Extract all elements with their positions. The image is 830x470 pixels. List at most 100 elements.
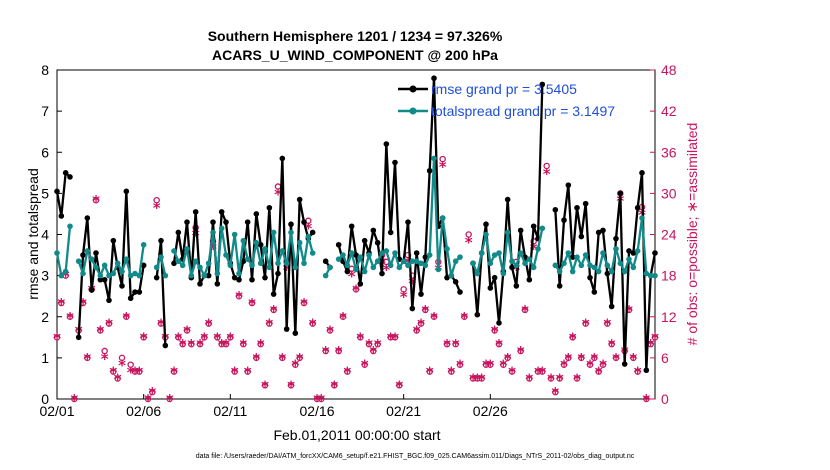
x-tick-label: 02/16 <box>299 403 334 419</box>
rmse-point <box>231 274 238 281</box>
totalspread-point <box>84 248 91 254</box>
legend-rmse-marker <box>409 85 417 93</box>
totalspread-point <box>249 262 255 269</box>
rmse-point <box>322 258 329 265</box>
y-tick-label: 5 <box>41 185 49 201</box>
obs-possible-marker <box>257 340 264 348</box>
obs-possible-marker <box>465 231 472 238</box>
obs-assimilated-marker: * <box>205 316 213 334</box>
rmse-point <box>244 219 251 225</box>
obs-assimilated-marker: * <box>525 370 533 388</box>
y2-tick-label: 48 <box>661 62 677 78</box>
rmse-point <box>392 159 398 166</box>
totalspread-point <box>569 268 576 275</box>
obs-assimilated-marker: * <box>179 336 187 354</box>
totalspread-point <box>106 272 112 279</box>
obs-assimilated-marker: * <box>348 268 356 286</box>
obs-assimilated-marker: * <box>122 309 130 327</box>
totalspread-point <box>223 252 229 258</box>
obs-possible-marker <box>71 395 78 403</box>
totalspread-point <box>275 260 281 267</box>
obs-assimilated-marker: * <box>530 240 538 258</box>
totalspread-point <box>578 262 585 269</box>
totalspread-point <box>210 229 216 236</box>
obs-assimilated-marker: * <box>456 357 464 375</box>
obs-assimilated-marker: * <box>551 384 559 402</box>
obs-assimilated-marker: * <box>625 302 633 320</box>
obs-possible-marker <box>318 395 325 403</box>
rmse-point <box>171 260 177 267</box>
obs-assimilated-marker: * <box>200 329 208 347</box>
obs-possible-marker <box>612 354 620 362</box>
obs-assimilated-marker: * <box>547 370 555 388</box>
rmse-point <box>556 283 563 289</box>
rmse-point <box>383 141 390 147</box>
totalspread-point <box>496 250 502 256</box>
obs-possible-marker <box>344 368 351 375</box>
totalspread-point <box>587 262 593 269</box>
rmse-point <box>487 285 494 291</box>
obs-assimilated-marker: * <box>486 357 494 375</box>
obs-assimilated-marker: * <box>296 350 304 368</box>
totalspread-point <box>192 258 199 265</box>
totalspread-point <box>188 272 195 279</box>
obs-possible-marker <box>396 382 403 389</box>
rmse-point <box>565 182 572 188</box>
legend-totalspread-marker <box>409 107 417 115</box>
y-tick-label: 0 <box>41 391 49 407</box>
totalspread-point <box>487 260 494 267</box>
obs-possible-marker <box>487 361 494 368</box>
obs-possible-marker <box>140 334 147 341</box>
obs-possible-marker <box>643 395 650 403</box>
obs-possible-marker <box>430 313 438 320</box>
obs-possible-marker <box>474 375 481 382</box>
rmse-point <box>93 250 99 256</box>
obs-possible-marker <box>517 347 524 355</box>
obs-assimilated-marker: * <box>131 364 139 382</box>
obs-possible-marker <box>131 368 139 375</box>
obs-assimilated-marker: * <box>192 227 200 245</box>
rmse-point <box>634 204 641 211</box>
totalspread-point <box>67 223 73 230</box>
totalspread-point <box>470 260 476 267</box>
obs-assimilated-marker: * <box>330 377 338 395</box>
totalspread-point <box>361 268 368 275</box>
obs-possible-marker <box>357 334 364 341</box>
obs-assimilated-marker: * <box>343 364 351 382</box>
totalspread-point <box>214 270 221 277</box>
obs-assimilated-marker: * <box>369 343 377 361</box>
obs-possible-marker <box>101 347 108 355</box>
totalspread-point <box>522 260 528 267</box>
obs-assimilated-marker: * <box>287 377 295 395</box>
totalspread-point <box>88 256 95 262</box>
totalspread-point <box>175 258 182 265</box>
x-tick-label: 02/26 <box>473 403 508 419</box>
totalspread-point <box>340 252 346 258</box>
obs-assimilated-marker: * <box>252 350 260 368</box>
rmse-point <box>452 278 459 285</box>
obs-assimilated-marker: * <box>335 343 343 361</box>
obs-possible-marker <box>578 354 585 362</box>
rmse-point <box>595 229 602 236</box>
x-tick-labels: 02/01 02/06 02/11 02/16 02/21 02/26 <box>39 394 508 419</box>
totalspread-point <box>344 262 351 269</box>
totalspread-point <box>140 241 147 248</box>
totalspread-point <box>457 254 463 260</box>
obs-assimilated-marker: * <box>326 322 334 340</box>
legend: rmse grand pr = 3.5405 totalspread grand… <box>398 81 615 119</box>
obs-assimilated-marker: * <box>226 329 234 347</box>
totalspread-point <box>266 264 273 271</box>
totalspread-point <box>491 252 498 258</box>
rmse-point <box>262 274 268 281</box>
rmse-point <box>119 283 125 289</box>
totalspread-point <box>283 260 290 267</box>
obs-possible-marker <box>287 382 295 389</box>
totalspread-point <box>62 268 69 275</box>
obs-possible-marker <box>149 388 156 396</box>
obs-possible-marker <box>547 375 555 382</box>
obs-possible-marker <box>565 354 572 362</box>
totalspread-point <box>387 262 394 269</box>
rmse-point <box>561 217 567 223</box>
rmse-point <box>205 272 212 279</box>
y-axis-label: rmse and totalspread <box>25 168 41 300</box>
